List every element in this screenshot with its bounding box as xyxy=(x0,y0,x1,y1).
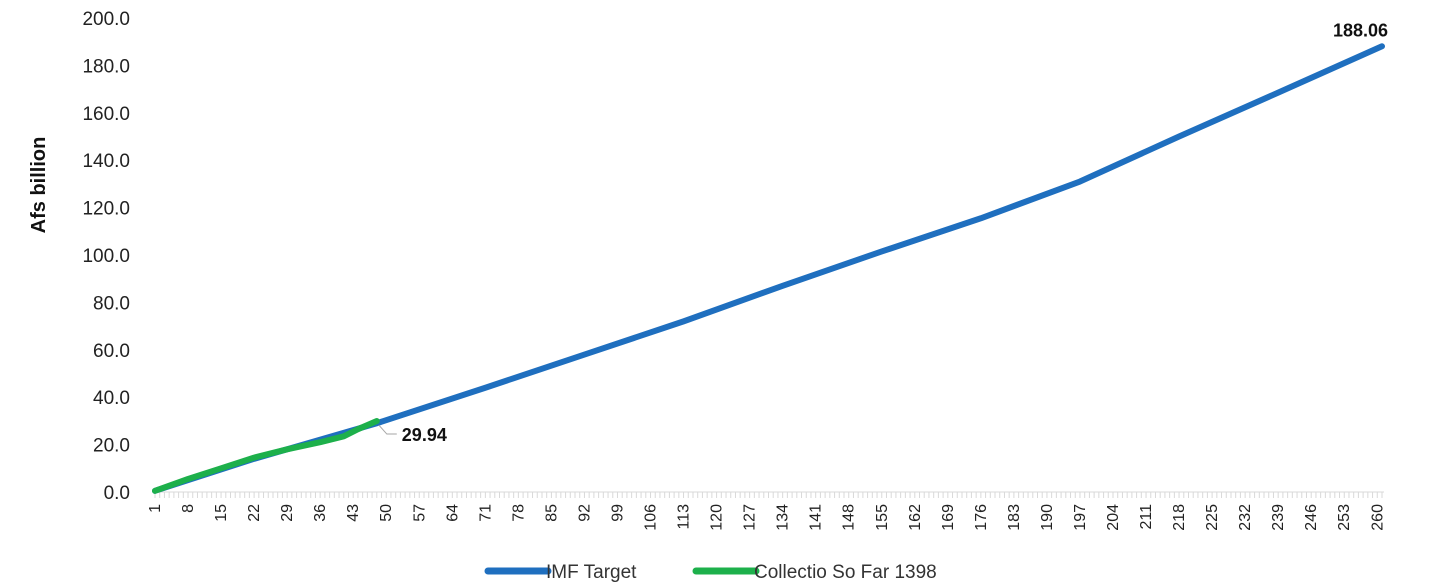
series-line-imf-target xyxy=(152,43,1385,494)
x-tick-label: 64 xyxy=(444,504,461,522)
series-line-collection-so-far xyxy=(152,418,380,494)
legend-label: IMF Target xyxy=(546,562,637,583)
y-tick-label: 40.0 xyxy=(93,388,130,409)
legend-label: Collectio So Far 1398 xyxy=(754,562,937,583)
x-tick-label: 204 xyxy=(1105,504,1122,531)
x-tick-label: 8 xyxy=(180,504,197,513)
y-tick-label: 160.0 xyxy=(82,104,130,125)
y-tick-label: 140.0 xyxy=(82,151,130,172)
y-tick-label: 0.0 xyxy=(104,483,130,504)
data-label-imf-target-end: 188.06 xyxy=(1333,20,1388,40)
x-tick-label: 92 xyxy=(576,504,593,522)
x-tick-label: 176 xyxy=(973,504,990,531)
x-tick-label: 1 xyxy=(147,504,164,513)
series-layer xyxy=(152,43,1385,494)
x-tick-label: 239 xyxy=(1270,504,1287,531)
x-tick-label: 162 xyxy=(907,504,924,531)
y-axis-label: Afs billion xyxy=(28,137,50,234)
x-tick-label: 155 xyxy=(874,504,891,531)
x-tick-label: 246 xyxy=(1303,504,1320,531)
y-tick-label: 120.0 xyxy=(82,199,130,220)
x-tick-label: 120 xyxy=(709,504,726,531)
x-tick-label: 211 xyxy=(1138,504,1155,530)
y-tick-label: 100.0 xyxy=(82,246,130,267)
y-tick-label: 200.0 xyxy=(82,9,130,30)
x-tick-label: 197 xyxy=(1072,504,1089,531)
x-tick-label: 78 xyxy=(510,504,527,522)
legend: IMF Target Collectio So Far 1398 xyxy=(484,562,937,583)
data-label-leader-line xyxy=(378,424,397,435)
y-tick-label: 80.0 xyxy=(93,293,130,314)
x-tick-label: 218 xyxy=(1171,504,1188,531)
x-tick-label: 113 xyxy=(676,504,693,530)
x-tick-label: 127 xyxy=(742,504,759,531)
y-tick-label: 60.0 xyxy=(93,341,130,362)
x-tick-label: 85 xyxy=(543,504,560,522)
x-tick-label: 36 xyxy=(312,504,329,522)
x-tick-label: 50 xyxy=(378,504,395,522)
x-tick-label: 225 xyxy=(1204,504,1221,531)
x-tick-label: 183 xyxy=(1006,504,1023,531)
x-axis-minor-ticks xyxy=(154,492,1383,498)
x-tick-label: 29 xyxy=(279,504,296,522)
x-tick-label: 148 xyxy=(841,504,858,531)
x-tick-label: 22 xyxy=(246,504,263,522)
x-tick-label: 190 xyxy=(1039,504,1056,531)
x-tick-label: 71 xyxy=(477,504,494,522)
x-tick-label: 260 xyxy=(1369,504,1386,531)
x-tick-label: 141 xyxy=(808,504,825,531)
x-tick-label: 15 xyxy=(213,504,230,522)
y-axis-ticks: 0.0 20.0 40.0 60.0 80.0 100.0 120.0 140.0 160.0 1… xyxy=(82,9,130,504)
y-tick-label: 180.0 xyxy=(82,56,130,77)
data-label-collection-end: 29.94 xyxy=(402,425,447,445)
x-tick-label: 134 xyxy=(775,504,792,531)
x-tick-label: 253 xyxy=(1336,504,1353,531)
x-tick-label: 232 xyxy=(1237,504,1254,531)
y-tick-label: 20.0 xyxy=(93,436,130,457)
x-tick-label: 57 xyxy=(411,504,428,522)
x-tick-label: 106 xyxy=(643,504,660,531)
x-tick-label: 99 xyxy=(609,504,626,522)
x-tick-label: 43 xyxy=(345,504,362,522)
x-axis: 1 8 15 22 29 36 43 50 57 64 71 78 85 92 99 106 113 120 127… xyxy=(147,491,1386,531)
x-tick-label: 169 xyxy=(940,504,957,531)
data-labels: 188.06 29.94 xyxy=(378,20,1388,445)
